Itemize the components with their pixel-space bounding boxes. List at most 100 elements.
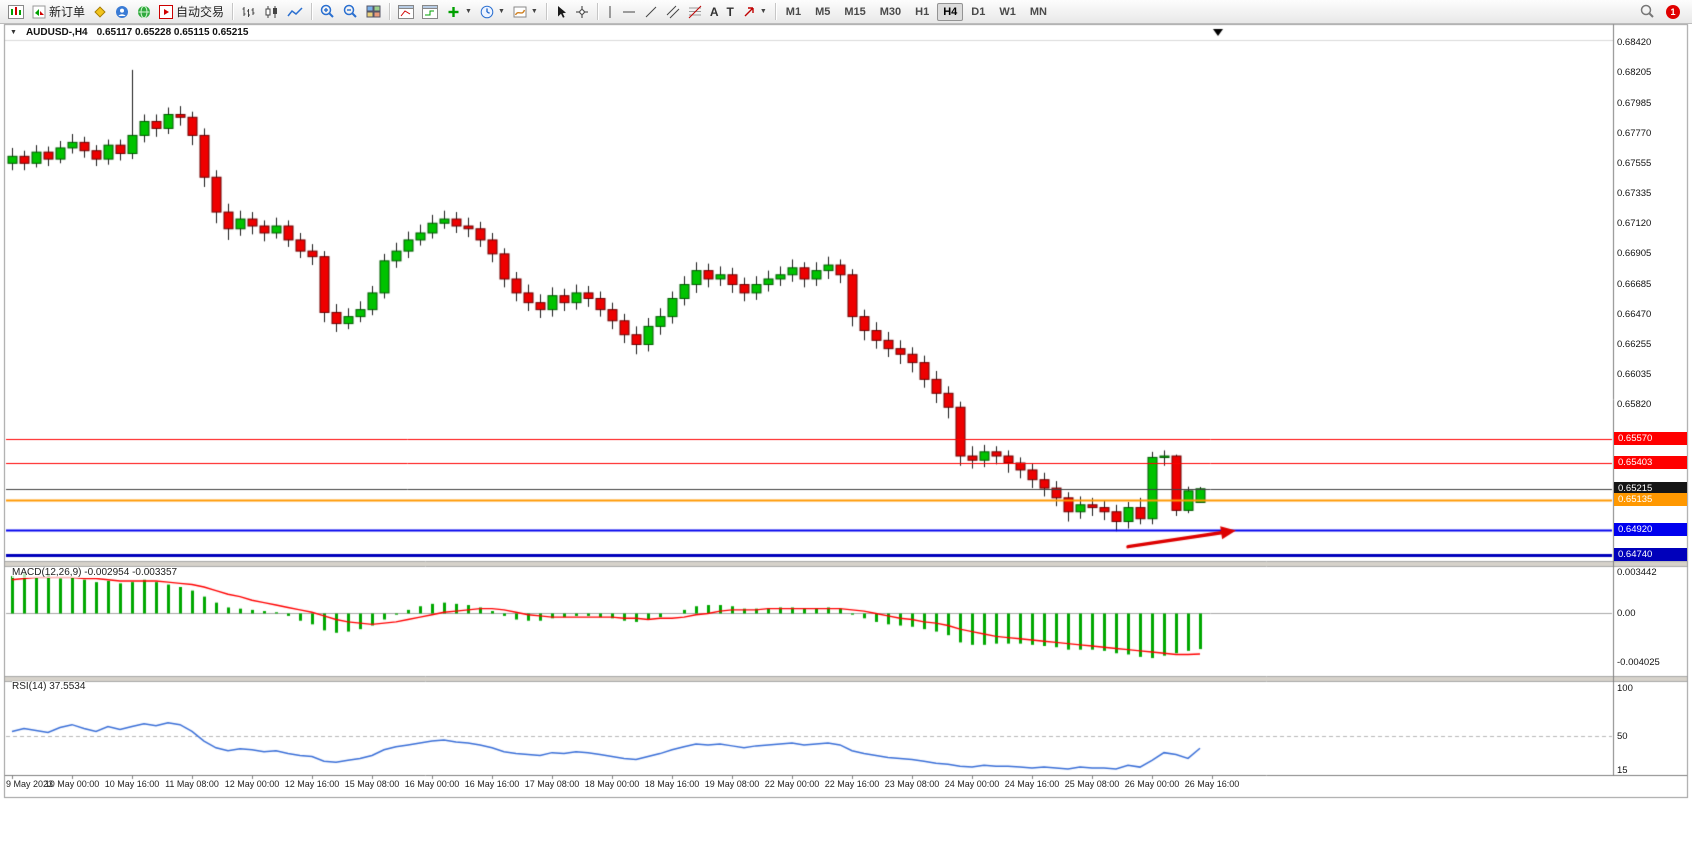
price-axis-label: 0.67555 xyxy=(1617,157,1652,169)
price-level-box: 0.65215 xyxy=(1614,481,1687,495)
timeframe-group: M1 M5 M15 M30 H1 H4 D1 W1 MN xyxy=(780,2,1053,21)
label-tool-button[interactable]: T xyxy=(723,1,738,22)
price-level-box: 0.64740 xyxy=(1614,547,1687,561)
time-axis-label: 24 May 00:00 xyxy=(944,779,1000,789)
templates-button[interactable]: ▼ xyxy=(509,1,542,22)
chevron-down-icon: ▼ xyxy=(497,8,505,15)
toolbar-separator xyxy=(774,3,776,20)
chevron-down-icon: ▼ xyxy=(530,8,538,15)
timeframe-button-m30[interactable]: M30 xyxy=(874,3,907,21)
timeframe-button-h1[interactable]: H1 xyxy=(909,3,935,21)
toolbar-right-group: 1 xyxy=(1636,1,1688,22)
fibonacci-icon xyxy=(688,5,702,18)
main-toolbar: 新订单 自动交易 ▼ ▼ xyxy=(0,0,1692,24)
horizontal-line-icon xyxy=(622,11,635,12)
time-axis-label: 12 May 16:00 xyxy=(284,779,340,789)
bar-chart-button[interactable] xyxy=(237,1,260,22)
vertical-line-button[interactable] xyxy=(602,1,618,22)
auto-trading-button[interactable]: 自动交易 xyxy=(155,1,228,22)
price-axis-label: 0.67985 xyxy=(1617,97,1652,109)
time-axis-label: 17 May 08:00 xyxy=(524,779,580,789)
new-window-button[interactable] xyxy=(394,1,418,22)
indicators-button[interactable]: ▼ xyxy=(442,1,476,22)
rsi-indicator-label: RSI(14) 37.5534 xyxy=(12,681,86,692)
time-axis-label: 24 May 16:00 xyxy=(1004,779,1060,789)
chart-title-bar: ▼ AUDUSD-,H4 0.65117 0.65228 0.65115 0.6… xyxy=(10,27,248,38)
time-axis-label: 26 May 00:00 xyxy=(1124,779,1180,789)
new-chart-button[interactable] xyxy=(4,1,28,22)
timeframe-button-d1[interactable]: D1 xyxy=(965,3,991,21)
zoom-in-button[interactable] xyxy=(316,1,339,22)
new-order-label: 新订单 xyxy=(49,5,86,19)
cursor-button[interactable] xyxy=(551,1,571,22)
timeframe-button-w1[interactable]: W1 xyxy=(993,3,1022,21)
time-axis-label: 16 May 16:00 xyxy=(464,779,520,789)
time-axis-label: 23 May 08:00 xyxy=(884,779,940,789)
mql5-market-button[interactable] xyxy=(89,1,111,22)
price-axis-label: 0.66255 xyxy=(1617,338,1652,350)
price-level-box: 0.65135 xyxy=(1614,492,1687,506)
macd-scale-label: -0.004025 xyxy=(1617,657,1660,668)
arrows-tool-button[interactable]: ▼ xyxy=(738,1,771,22)
candlestick-chart-button[interactable] xyxy=(260,1,283,22)
timeframe-button-mn[interactable]: MN xyxy=(1024,3,1053,21)
tile-windows-button[interactable] xyxy=(362,1,385,22)
macd-scale-label: 0.003442 xyxy=(1617,567,1657,578)
search-button[interactable] xyxy=(1636,1,1659,22)
vertical-line-icon xyxy=(609,5,611,18)
fibonacci-button[interactable] xyxy=(684,1,706,22)
timeframe-button-h4[interactable]: H4 xyxy=(937,2,964,21)
time-axis-label: 18 May 00:00 xyxy=(584,779,640,789)
time-axis-label: 10 May 00:00 xyxy=(44,779,100,789)
price-level-box: 0.65403 xyxy=(1614,455,1687,469)
time-axis-label: 10 May 16:00 xyxy=(104,779,160,789)
cursor-arrow-icon xyxy=(557,5,566,18)
timeframe-button-m1[interactable]: M1 xyxy=(780,3,807,21)
zoom-out-button[interactable] xyxy=(339,1,362,22)
clock-icon xyxy=(480,5,494,18)
timeframe-button-m5[interactable]: M5 xyxy=(809,3,836,21)
notification-badge[interactable]: 1 xyxy=(1666,4,1680,19)
price-axis-label: 0.67120 xyxy=(1617,218,1652,230)
tile-windows-icon xyxy=(366,5,381,17)
template-icon xyxy=(513,6,527,17)
label-tool-icon: T xyxy=(726,4,734,19)
price-axis-label: 0.66035 xyxy=(1617,369,1652,381)
text-tool-icon: A xyxy=(709,4,719,19)
channel-button[interactable] xyxy=(662,1,684,22)
window-chart-icon xyxy=(398,4,415,19)
new-order-button[interactable]: 新订单 xyxy=(28,1,89,22)
toolbar-separator xyxy=(232,3,234,20)
rsi-scale-label: 15 xyxy=(1617,765,1628,776)
auto-trading-label: 自动交易 xyxy=(176,5,225,19)
price-axis-label: 0.66685 xyxy=(1617,278,1652,290)
community-button[interactable] xyxy=(133,1,155,22)
macd-indicator-label: MACD(12,26,9) -0.002954 -0.003357 xyxy=(12,567,178,578)
toolbar-separator xyxy=(545,3,547,20)
time-axis-label: 18 May 16:00 xyxy=(644,779,700,789)
price-level-box: 0.65570 xyxy=(1614,432,1687,446)
line-chart-button[interactable] xyxy=(283,1,307,22)
bar-chart-icon xyxy=(242,6,255,17)
trendline-icon xyxy=(645,6,657,17)
text-tool-button[interactable]: A xyxy=(706,1,723,22)
timeframe-button-m15[interactable]: M15 xyxy=(838,3,871,21)
periods-button[interactable]: ▼ xyxy=(476,1,509,22)
auto-trading-icon xyxy=(159,4,174,19)
crosshair-button[interactable] xyxy=(571,1,593,22)
support-button[interactable] xyxy=(111,1,133,22)
cascade-windows-button[interactable] xyxy=(418,1,442,22)
chevron-down-icon: ▼ xyxy=(759,8,767,15)
trendline-button[interactable] xyxy=(640,1,662,22)
headset-icon xyxy=(116,5,129,18)
time-axis-label: 19 May 08:00 xyxy=(704,779,760,789)
line-chart-icon xyxy=(287,6,303,16)
horizontal-line-button[interactable] xyxy=(618,1,640,22)
search-icon xyxy=(1640,4,1654,18)
price-axis-label: 0.68205 xyxy=(1617,66,1652,78)
rsi-scale-label: 50 xyxy=(1617,731,1628,743)
zoom-in-icon xyxy=(320,4,334,18)
chart-dropdown-icon[interactable]: ▼ xyxy=(10,29,17,36)
arrow-tool-icon xyxy=(744,6,754,16)
